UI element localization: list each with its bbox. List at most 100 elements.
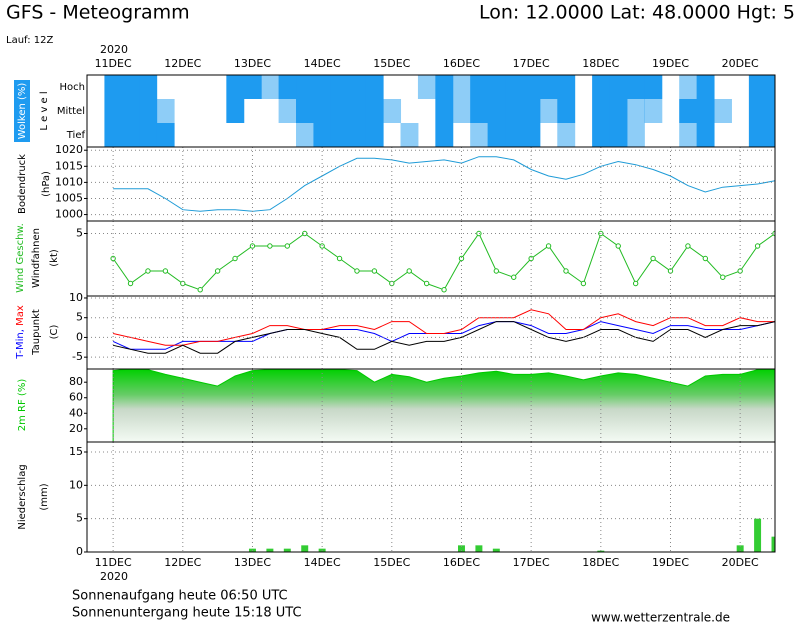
marker bbox=[615, 243, 621, 249]
x-tick-label: 15DEC bbox=[373, 57, 410, 70]
cloud-cell bbox=[226, 99, 245, 123]
x-tick-label: 16DEC bbox=[443, 57, 480, 70]
bar bbox=[457, 545, 465, 552]
x-tick-label: 11DEC bbox=[95, 57, 132, 70]
cloud-cell bbox=[365, 123, 384, 147]
x-tick-label: 14DEC bbox=[304, 57, 341, 70]
cloud-cell bbox=[192, 123, 210, 147]
marker bbox=[702, 255, 709, 262]
marker bbox=[650, 255, 656, 262]
cloud-cell bbox=[226, 75, 245, 99]
y-label: Taupunkt bbox=[31, 309, 42, 356]
cloud-cell bbox=[452, 75, 471, 99]
sunrise: Sonnenaufgang heute 06:50 UTC bbox=[72, 589, 288, 604]
cloud-cell bbox=[609, 75, 628, 99]
cloud-cell bbox=[192, 75, 210, 99]
cloud-cell bbox=[626, 99, 645, 123]
cloud-cell bbox=[104, 99, 123, 123]
cloud-cell bbox=[383, 75, 401, 99]
marker bbox=[127, 280, 134, 287]
bar bbox=[283, 548, 291, 552]
y-tick-label: 10 bbox=[69, 291, 83, 304]
legend-entry: T-Min, bbox=[15, 329, 26, 360]
cloud-cell bbox=[313, 123, 332, 147]
cloud-cell bbox=[609, 99, 628, 123]
legend-entry: Wind Geschw. bbox=[15, 223, 26, 293]
cloud-cell bbox=[714, 75, 732, 99]
cloud-cell bbox=[330, 99, 349, 123]
y-tick-label: -5 bbox=[72, 350, 83, 363]
cloud-cell bbox=[557, 123, 576, 147]
bar bbox=[266, 548, 274, 552]
cloud-cell bbox=[522, 123, 541, 147]
x-tick-label: 18DEC bbox=[582, 57, 619, 70]
x-tick-label: 13DEC bbox=[234, 57, 271, 70]
marker bbox=[685, 243, 691, 249]
cloud-cell bbox=[261, 99, 279, 123]
cloud-cell bbox=[452, 99, 471, 123]
cloud-cell bbox=[748, 75, 767, 99]
cloud-cell bbox=[679, 75, 698, 99]
cloud-cell bbox=[348, 75, 367, 99]
marker bbox=[476, 230, 482, 237]
bar bbox=[301, 545, 309, 552]
cloud-cell bbox=[244, 99, 262, 123]
x-tick-label: 12DEC bbox=[164, 57, 201, 70]
bar bbox=[597, 550, 605, 552]
cloud-cell bbox=[731, 99, 749, 123]
sunset: Sonnenuntergang heute 15:18 UTC bbox=[72, 606, 302, 621]
cloud-cell bbox=[174, 75, 192, 99]
line bbox=[112, 321, 775, 354]
y-label: Niederschlag bbox=[17, 464, 28, 529]
overlay: HochMittelTief100010051010101510205-5051… bbox=[55, 57, 776, 569]
year: 2020 bbox=[100, 570, 128, 583]
cloud-cell bbox=[400, 123, 419, 147]
x-tick-label: 19DEC bbox=[652, 57, 689, 70]
cloud-cell bbox=[279, 123, 297, 147]
y-label: 2m RF (%) bbox=[17, 379, 28, 432]
cloud-cell bbox=[383, 123, 401, 147]
cloud-cell bbox=[313, 75, 332, 99]
marker bbox=[197, 287, 203, 293]
plots bbox=[104, 75, 775, 552]
marker bbox=[232, 255, 238, 262]
y-tick-label: 1005 bbox=[55, 191, 83, 204]
cloud-cell bbox=[139, 123, 158, 147]
cloud-cell bbox=[348, 99, 367, 123]
cloud-cell bbox=[104, 75, 123, 99]
cloud-cell bbox=[209, 123, 227, 147]
cloud-cell bbox=[121, 99, 140, 123]
cloud-cell bbox=[540, 123, 558, 147]
cloud-cell bbox=[139, 75, 158, 99]
cloud-cell bbox=[731, 75, 749, 99]
cloud-cell bbox=[626, 75, 645, 99]
cloud-cell bbox=[139, 99, 158, 123]
y-label: (mm) bbox=[39, 483, 50, 510]
label-bg bbox=[14, 80, 30, 142]
cloud-cell bbox=[330, 75, 349, 99]
panel-frame bbox=[86, 295, 776, 370]
marker bbox=[284, 243, 291, 249]
title: GFS - Meteogramm bbox=[6, 2, 190, 24]
cloud-cell bbox=[418, 123, 436, 147]
bar bbox=[754, 518, 762, 552]
marker bbox=[580, 280, 587, 287]
y-label: Windfahnen bbox=[31, 228, 42, 288]
x-tick-label: 19DEC bbox=[652, 556, 689, 569]
marker bbox=[336, 255, 343, 262]
cloud-cell bbox=[226, 123, 244, 147]
cloud-cell bbox=[192, 99, 210, 123]
x-tick-label: 14DEC bbox=[304, 556, 341, 569]
cloud-cell bbox=[609, 123, 628, 147]
panel-frame bbox=[86, 441, 776, 553]
cloud-cell bbox=[714, 123, 732, 147]
marker bbox=[632, 280, 639, 287]
cloud-cell bbox=[470, 123, 489, 147]
y-label: (C) bbox=[49, 325, 60, 340]
y-label: Bodendruck bbox=[17, 154, 28, 214]
cloud-cell bbox=[104, 123, 123, 147]
cloud-cell bbox=[505, 123, 523, 147]
cloud-cell bbox=[383, 99, 402, 123]
cloud-cell bbox=[418, 99, 436, 123]
cloud-cell bbox=[243, 75, 262, 99]
